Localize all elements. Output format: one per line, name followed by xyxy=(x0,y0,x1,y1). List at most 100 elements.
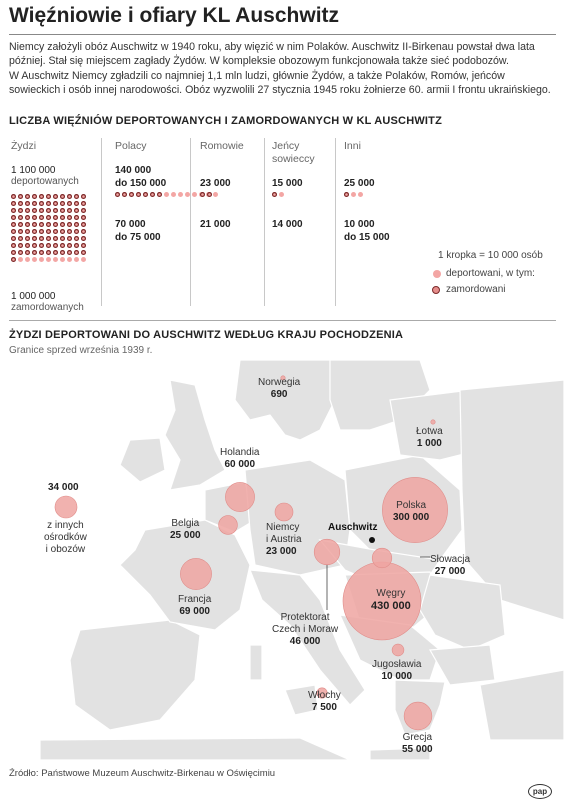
murdered-dot xyxy=(18,229,23,234)
bubble-włochy xyxy=(316,687,328,699)
bubble-łotwa xyxy=(430,419,436,425)
murdered-dot xyxy=(25,250,30,255)
murdered-dot xyxy=(46,236,51,241)
murdered-count-others: 10 000 xyxy=(344,218,375,231)
label-protektorat-name-2: Czech i Moraw xyxy=(272,624,339,635)
murdered-dot xyxy=(67,208,72,213)
group-name-jews: Żydzi xyxy=(11,140,37,152)
murdered-dot xyxy=(60,250,65,255)
murdered-dot xyxy=(60,243,65,248)
murdered-count-others-2: do 15 000 xyxy=(344,232,390,243)
label-inne-line-1: z innych xyxy=(47,520,84,531)
group-name-roma: Romowie xyxy=(200,140,244,152)
deported-dot xyxy=(351,192,356,197)
murdered-dot xyxy=(39,215,44,220)
murdered-dot xyxy=(18,194,23,199)
dot-grid-soviet-pow xyxy=(272,192,322,202)
deported-note-jews: deportowanych xyxy=(11,176,79,187)
deported-count-others: 25 000 xyxy=(344,177,375,190)
dot-grid-roma xyxy=(200,192,250,202)
label-inne: z innych ośrodków i obozów xyxy=(44,520,87,556)
murdered-count-roma-value: 21 000 xyxy=(200,219,231,230)
murdered-dot xyxy=(32,215,37,220)
murdered-dot xyxy=(67,250,72,255)
murdered-dot xyxy=(18,236,23,241)
bubble-holandia xyxy=(225,482,255,512)
murdered-dot xyxy=(60,201,65,206)
murdered-dot xyxy=(18,250,23,255)
deported-dot xyxy=(178,192,183,197)
murdered-dot xyxy=(18,222,23,227)
murdered-dot xyxy=(39,201,44,206)
murdered-dot xyxy=(11,222,16,227)
murdered-count-others-range: do 15 000 xyxy=(344,231,390,244)
deported-dot xyxy=(25,257,30,262)
deported-count-soviet-pow-value: 15 000 xyxy=(272,178,303,189)
deported-dot xyxy=(279,192,284,197)
deported-dot xyxy=(164,192,169,197)
murdered-dot xyxy=(11,208,16,213)
murdered-dot xyxy=(11,201,16,206)
murdered-dot xyxy=(39,250,44,255)
label-norwegia-value: 690 xyxy=(270,389,288,400)
murdered-dot xyxy=(25,222,30,227)
legend-murdered-label: zamordowani xyxy=(446,284,506,295)
murdered-dot xyxy=(60,229,65,234)
murdered-dot xyxy=(53,201,58,206)
murdered-dot xyxy=(46,208,51,213)
column-separator xyxy=(101,138,102,306)
bubble-niemcy-i-austria xyxy=(274,502,294,522)
deported-dot xyxy=(81,257,86,262)
murdered-count-poles-1: 70 000 xyxy=(115,219,146,230)
murdered-dot xyxy=(150,192,155,197)
label-norwegia-name: Norwegia xyxy=(258,377,301,388)
deported-dot xyxy=(171,192,176,197)
deported-count-others-value: 25 000 xyxy=(344,178,375,189)
label-jugoslawia: Jugosławia 10 000 xyxy=(372,659,421,683)
murdered-dot xyxy=(67,243,72,248)
label-jugoslawia-value: 10 000 xyxy=(381,671,413,682)
deported-dot xyxy=(358,192,363,197)
column-separator xyxy=(264,138,265,306)
murdered-dot xyxy=(32,222,37,227)
label-inne-value: 34 000 xyxy=(48,482,79,493)
deported-dot xyxy=(46,257,51,262)
deported-count-poles-2: do 150 000 xyxy=(115,178,167,189)
bubble-jugosławia xyxy=(391,643,405,657)
label-niemcy: Niemcy i Austria 23 000 xyxy=(266,522,302,558)
bubble-słowacja xyxy=(371,547,393,569)
page-title: Więźniowie i ofiary KL Auschwitz xyxy=(9,4,340,27)
label-holandia-value: 60 000 xyxy=(224,459,256,470)
murdered-dot xyxy=(39,236,44,241)
murdered-dot xyxy=(46,222,51,227)
murdered-dot xyxy=(60,222,65,227)
label-belgia-value: 25 000 xyxy=(170,530,201,541)
deported-dot xyxy=(192,192,197,197)
label-wlochy: Włochy 7 500 xyxy=(308,690,341,714)
label-protektorat: Protektorat Czech i Moraw 46 000 xyxy=(272,612,338,648)
deported-dot xyxy=(18,257,23,262)
map-land xyxy=(39,360,564,760)
label-inne-value-wrap: 34 000 xyxy=(48,482,79,494)
label-slowacja-value: 27 000 xyxy=(434,566,466,577)
column-separator xyxy=(190,138,191,306)
murdered-count-others-1: 10 000 xyxy=(344,219,375,230)
intro-line: sowieckich i osób innej narodowości. Obó… xyxy=(9,84,551,97)
murdered-dot xyxy=(67,194,72,199)
group-name-poles: Polacy xyxy=(115,140,147,152)
murdered-note-jews: zamordowanych xyxy=(11,302,84,313)
label-auschwitz: Auschwitz xyxy=(328,522,378,533)
label-niemcy-value: 23 000 xyxy=(266,546,297,557)
section-title-counts: LICZBA WIĘŹNIÓW DEPORTOWANYCH I ZAMORDOW… xyxy=(9,115,443,127)
dot-grid-poles xyxy=(115,192,218,202)
murdered-dot xyxy=(11,229,16,234)
label-slowacja-name: Słowacja xyxy=(430,554,471,565)
bubble-grecja xyxy=(403,701,433,731)
map-bubbles xyxy=(54,375,448,731)
murdered-count-poles: 70 000 xyxy=(115,218,146,231)
intro-line: Niemcy założyli obóz Auschwitz w 1940 ro… xyxy=(9,41,535,53)
murdered-dot xyxy=(11,257,16,262)
murdered-dot xyxy=(207,192,212,197)
section-rule xyxy=(9,320,556,321)
murdered-dot xyxy=(129,192,134,197)
